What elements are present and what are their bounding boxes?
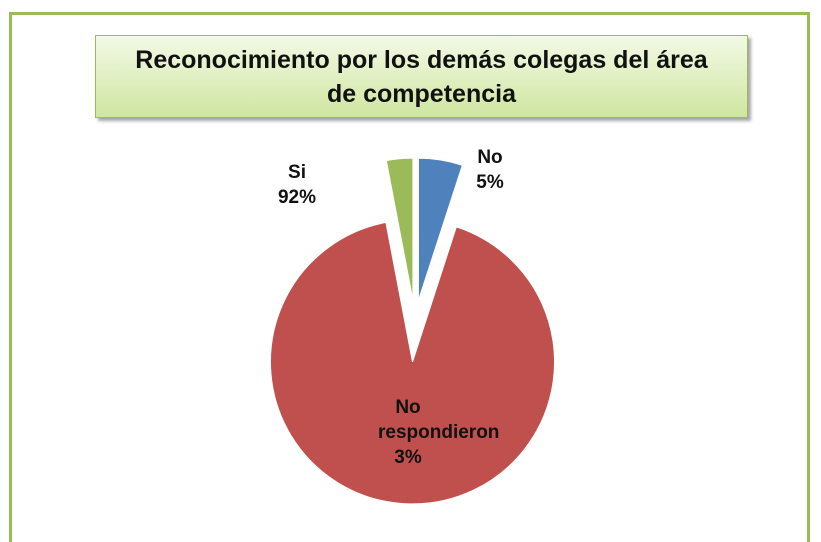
pie-slice [417,157,463,301]
slice-value: 92% [277,187,317,208]
pie-slice [385,157,414,301]
data-label: Si 92% [227,160,367,210]
slice-category: No [477,147,503,168]
slice-category: No respondieron [378,397,499,443]
slice-category: Si [288,162,306,183]
data-label: No 5% [460,145,520,195]
data-label: No respondieron 3% [378,395,499,470]
frame [9,12,810,542]
slice-value: 3% [394,447,422,468]
slice-value: 5% [476,172,504,193]
pie-slice [269,221,555,505]
title-box: Reconocimiento por los demás colegas del… [95,35,748,118]
chart-title: Reconocimiento por los demás colegas del… [135,45,708,108]
